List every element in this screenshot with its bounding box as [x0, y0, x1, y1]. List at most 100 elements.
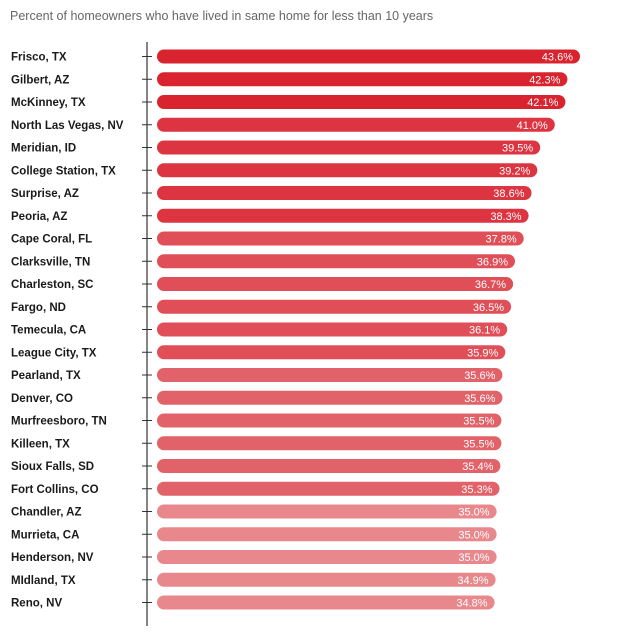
bar-row: Fort Collins, CO 35.3%: [11, 481, 500, 496]
value-label: 35.0%: [458, 529, 489, 541]
category-label: Meridian, ID: [11, 143, 76, 155]
bar-row: Meridian, ID 39.5%: [11, 140, 541, 155]
bar-row: North Las Vegas, NV 41.0%: [11, 117, 555, 132]
category-label: Denver, CO: [11, 393, 73, 405]
bar-row: College Station, TX 39.2%: [11, 163, 538, 178]
category-label: Sioux Falls, SD: [11, 461, 94, 473]
category-label: Henderson, NV: [11, 552, 94, 564]
value-label: 35.4%: [462, 461, 493, 473]
bar-row: Murfreesboro, TN 35.5%: [11, 413, 502, 428]
bar-row: Fargo, ND 36.5%: [11, 299, 512, 314]
category-label: League City, TX: [11, 347, 97, 359]
bar: [157, 277, 514, 291]
value-label: 36.1%: [469, 325, 500, 337]
category-label: College Station, TX: [11, 165, 116, 177]
category-label: Cape Coral, FL: [11, 234, 92, 246]
category-label: Reno, NV: [11, 598, 62, 610]
value-label: 37.8%: [485, 234, 516, 246]
category-label: Murrieta, CA: [11, 529, 79, 541]
value-label: 35.9%: [467, 347, 498, 359]
bar: [157, 322, 508, 337]
bar: [157, 459, 501, 473]
bar-row: Denver, CO 35.6%: [11, 390, 503, 405]
bar-row: Murrieta, CA 35.0%: [11, 527, 497, 542]
value-label: 36.7%: [475, 279, 506, 291]
category-label: Peoria, AZ: [11, 211, 67, 223]
bar-row: Henderson, NV 35.0%: [11, 550, 497, 564]
bar: [157, 572, 496, 587]
bar-row: Peoria, AZ 38.3%: [11, 208, 529, 223]
category-label: Fargo, ND: [11, 302, 66, 314]
value-label: 35.3%: [461, 484, 492, 496]
category-label: Charleston, SC: [11, 279, 93, 291]
category-label: Frisco, TX: [11, 52, 67, 64]
bar: [157, 208, 529, 223]
bar: [157, 550, 497, 564]
value-label: 38.3%: [490, 211, 521, 223]
bar: [157, 140, 541, 155]
category-label: McKinney, TX: [11, 97, 86, 109]
bar: [157, 413, 502, 428]
bar-row: Cape Coral, FL 37.8%: [11, 231, 524, 246]
value-label: 43.6%: [542, 52, 573, 64]
bar: [157, 163, 538, 178]
value-label: 42.3%: [529, 74, 560, 86]
bar-row: Charleston, SC 36.7%: [11, 277, 514, 291]
bar: [157, 481, 500, 496]
value-label: 42.1%: [527, 97, 558, 109]
value-label: 35.6%: [464, 370, 495, 382]
bar-row: Pearland, TX 35.6%: [11, 368, 503, 382]
bar-row: McKinney, TX 42.1%: [11, 95, 566, 109]
bar-row: Chandler, AZ 35.0%: [11, 504, 497, 519]
bar: [157, 368, 503, 382]
value-label: 41.0%: [517, 120, 548, 132]
bar-row: Temecula, CA 36.1%: [11, 322, 508, 337]
bar: [157, 595, 495, 610]
bar-row: Gilbert, AZ 42.3%: [11, 72, 568, 87]
value-label: 39.5%: [502, 143, 533, 155]
bar-row: Reno, NV 34.8%: [11, 595, 495, 610]
value-label: 34.8%: [456, 598, 487, 610]
bar: [157, 231, 524, 246]
bar: [157, 254, 515, 269]
bar: [157, 504, 497, 519]
value-label: 38.6%: [493, 188, 524, 200]
category-label: Temecula, CA: [11, 325, 86, 337]
bar-row: MIdland, TX 34.9%: [11, 572, 496, 587]
value-label: 34.9%: [457, 575, 488, 587]
category-label: Clarksville, TN: [11, 256, 90, 268]
category-label: Gilbert, AZ: [11, 74, 69, 86]
category-label: Murfreesboro, TN: [11, 416, 107, 428]
bar: [157, 436, 502, 451]
bar: [157, 49, 580, 64]
bar: [157, 95, 566, 109]
bar: [157, 72, 568, 87]
bar: [157, 299, 512, 314]
value-label: 35.6%: [464, 393, 495, 405]
bar-row: Clarksville, TN 36.9%: [11, 254, 515, 269]
bar: [157, 390, 503, 405]
bar-row: Frisco, TX 43.6%: [11, 49, 580, 64]
bar-row: League City, TX 35.9%: [11, 345, 506, 360]
value-label: 36.5%: [473, 302, 504, 314]
bar-row: Surprise, AZ 38.6%: [11, 186, 532, 200]
category-label: North Las Vegas, NV: [11, 120, 124, 132]
value-label: 35.5%: [463, 416, 494, 428]
bar: [157, 186, 532, 200]
bar: [157, 527, 497, 542]
category-label: Surprise, AZ: [11, 188, 79, 200]
bar-row: Sioux Falls, SD 35.4%: [11, 459, 501, 473]
category-label: MIdland, TX: [11, 575, 76, 587]
category-label: Chandler, AZ: [11, 507, 82, 519]
value-label: 35.0%: [458, 552, 489, 564]
value-label: 39.2%: [499, 165, 530, 177]
value-label: 35.5%: [463, 438, 494, 450]
bar: [157, 345, 506, 360]
bars-layer: Frisco, TX 43.6% Gilbert, AZ 42.3% McKinney,…: [11, 49, 580, 610]
category-label: Fort Collins, CO: [11, 484, 99, 496]
chart-title: Percent of homeowners who have lived in …: [10, 9, 434, 23]
value-label: 36.9%: [477, 256, 508, 268]
category-label: Killeen, TX: [11, 438, 70, 450]
value-label: 35.0%: [458, 507, 489, 519]
